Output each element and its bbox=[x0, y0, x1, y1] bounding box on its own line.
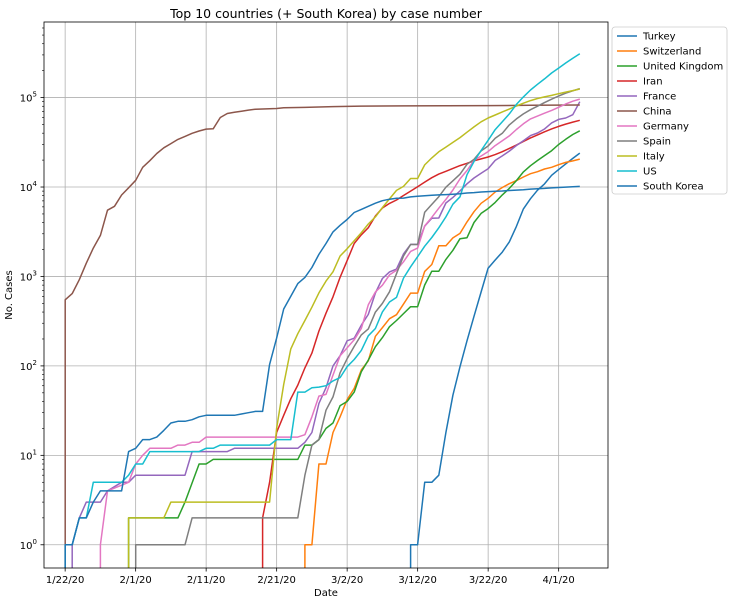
legend-label: United Kingdom bbox=[643, 62, 723, 73]
legend-label: Iran bbox=[643, 77, 663, 88]
series-line-south-korea bbox=[64, 185, 580, 568]
y-tick-label: 104 bbox=[20, 180, 38, 194]
series-line-switzerland bbox=[304, 158, 580, 568]
x-tick-label: 3/12/20 bbox=[398, 575, 437, 586]
legend-label: Germany bbox=[643, 122, 689, 133]
series-line-us bbox=[64, 53, 581, 568]
x-tick-label: 3/2/20 bbox=[331, 575, 363, 586]
x-tick-label: 2/1/20 bbox=[120, 575, 152, 586]
y-tick-label: 103 bbox=[20, 269, 37, 283]
y-tick-base: 10 bbox=[20, 272, 33, 283]
series-line-china bbox=[64, 104, 580, 568]
y-tick-exponent: 4 bbox=[33, 180, 38, 188]
legend-label: South Korea bbox=[643, 182, 704, 193]
legend-label: France bbox=[643, 92, 676, 103]
legend: Turkey Switzerland United Kingdom Iran Franc… bbox=[611, 26, 728, 195]
series-line-germany bbox=[99, 98, 581, 568]
y-tick-exponent: 2 bbox=[33, 359, 37, 367]
legend-label: US bbox=[643, 167, 657, 178]
y-axis-label: No. Cases bbox=[4, 270, 15, 319]
legend-box bbox=[611, 26, 728, 195]
plot-frame bbox=[43, 21, 609, 569]
y-tick-exponent: 5 bbox=[33, 91, 37, 99]
series-lines bbox=[64, 53, 581, 568]
legend-label: Spain bbox=[643, 137, 671, 148]
y-tick-base: 10 bbox=[20, 362, 33, 373]
x-tick-label: 2/21/20 bbox=[257, 575, 296, 586]
legend-label: Italy bbox=[643, 152, 665, 163]
legend-label: Turkey bbox=[642, 32, 676, 43]
series-line-italy bbox=[127, 88, 580, 568]
y-tick-base: 10 bbox=[20, 94, 33, 105]
x-tick-label: 3/22/20 bbox=[469, 575, 508, 586]
series-line-united-kingdom bbox=[127, 130, 581, 568]
series-line-france bbox=[71, 101, 581, 568]
x-tick-label: 1/22/20 bbox=[46, 575, 85, 586]
y-tick-label: 101 bbox=[20, 448, 37, 462]
x-axis-label: Date bbox=[314, 588, 338, 599]
y-tick-label: 102 bbox=[20, 359, 37, 373]
y-tick-base: 10 bbox=[20, 541, 33, 552]
grid bbox=[44, 22, 608, 568]
y-tick-base: 10 bbox=[20, 183, 33, 194]
x-axis: 1/22/20 2/1/20 2/11/20 2/21/20 3/2/20 3/12/20… bbox=[46, 568, 575, 586]
y-tick-base: 10 bbox=[20, 451, 33, 462]
x-tick-label: 4/1/20 bbox=[543, 575, 575, 586]
chart-title: Top 10 countries (+ South Korea) by case… bbox=[169, 6, 483, 21]
y-tick-label: 100 bbox=[20, 538, 37, 552]
y-tick-exponent: 1 bbox=[33, 448, 37, 456]
y-tick-exponent: 3 bbox=[33, 269, 37, 277]
series-line-turkey bbox=[409, 152, 581, 568]
legend-label: Switzerland bbox=[643, 47, 701, 58]
series-line-iran bbox=[261, 119, 580, 568]
x-tick-label: 2/11/20 bbox=[187, 575, 226, 586]
y-tick-label: 105 bbox=[20, 91, 37, 105]
y-tick-exponent: 0 bbox=[33, 538, 37, 546]
series-line-spain bbox=[134, 87, 581, 568]
legend-label: China bbox=[643, 107, 672, 118]
